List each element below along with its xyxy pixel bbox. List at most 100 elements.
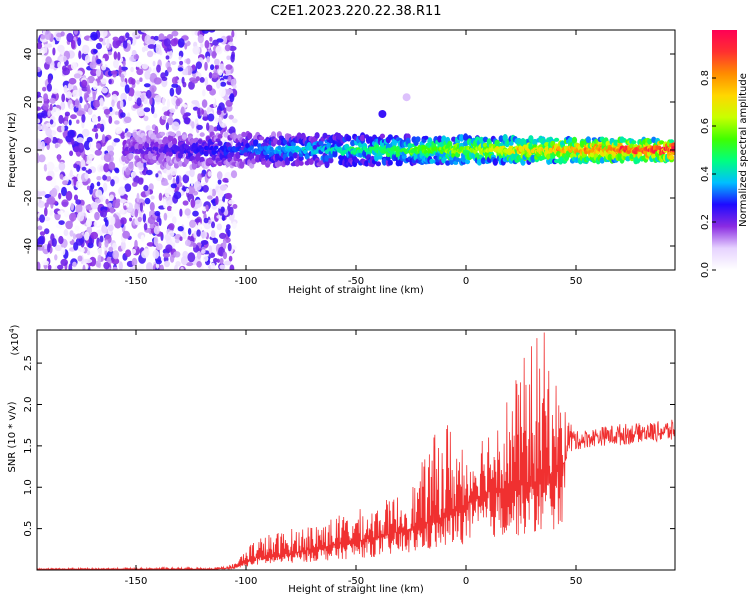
heatmap-cell xyxy=(173,191,182,200)
heatmap-cell xyxy=(140,234,145,243)
heatmap-x-tick-label: -100 xyxy=(235,276,258,287)
heatmap-cell xyxy=(47,243,51,253)
heatmap-cell xyxy=(219,232,227,239)
heatmap-cell xyxy=(476,158,482,166)
heatmap-cell xyxy=(124,183,132,192)
heatmap-cell xyxy=(205,204,209,210)
heatmap-cell xyxy=(144,197,151,205)
heatmap-cell xyxy=(88,141,93,149)
heatmap-cell xyxy=(110,179,115,187)
heatmap-cell xyxy=(60,101,66,111)
snr-y-tick-label: 1.0 xyxy=(23,479,34,495)
heatmap-cell xyxy=(114,168,120,174)
heatmap-cell xyxy=(78,50,82,60)
heatmap-cell xyxy=(94,149,103,156)
heatmap-cell xyxy=(230,170,238,179)
heatmap-cell xyxy=(101,209,107,218)
heatmap-y-tick-label: -20 xyxy=(23,190,34,206)
heatmap-cell xyxy=(159,264,164,270)
heatmap-cell xyxy=(61,199,69,208)
colorbar-tick-label: 0.8 xyxy=(700,70,711,86)
heatmap-cell xyxy=(203,150,209,157)
heatmap-cell xyxy=(45,43,53,48)
heatmap-cell xyxy=(659,140,665,145)
heatmap-cell xyxy=(61,186,67,197)
heatmap-cell xyxy=(163,111,170,116)
heatmap-cell xyxy=(141,46,146,53)
heatmap-cell xyxy=(54,254,58,261)
heatmap-cell xyxy=(164,188,170,198)
heatmap-cell xyxy=(187,185,196,195)
heatmap-cell xyxy=(155,259,162,265)
heatmap-cell xyxy=(188,81,195,90)
heatmap-cell xyxy=(51,88,59,94)
heatmap-cell xyxy=(51,238,57,247)
heatmap-cell xyxy=(502,134,508,142)
heatmap-cell xyxy=(75,233,83,239)
heatmap-cell xyxy=(445,160,451,166)
heatmap-cell xyxy=(57,264,64,270)
heatmap-cell xyxy=(63,210,70,218)
heatmap-x-tick-label: -50 xyxy=(348,276,364,287)
heatmap-cell xyxy=(196,124,203,130)
heatmap-cell xyxy=(44,228,50,235)
heatmap-cell xyxy=(49,209,53,216)
heatmap-cell xyxy=(451,136,457,142)
heatmap-cell xyxy=(211,50,217,59)
heatmap-cell xyxy=(106,145,114,152)
heatmap-cell xyxy=(480,157,486,165)
heatmap-cell xyxy=(214,64,219,70)
heatmap-cell xyxy=(118,261,123,270)
heatmap-cell xyxy=(180,266,184,270)
heatmap-cell xyxy=(222,240,227,249)
heatmap-cell xyxy=(162,115,167,121)
heatmap-cell xyxy=(146,262,153,270)
heatmap-cell xyxy=(147,44,156,49)
heatmap-cell xyxy=(138,264,143,270)
heatmap-cell xyxy=(621,137,627,143)
heatmap-cell xyxy=(47,110,51,117)
heatmap-cell xyxy=(225,192,233,200)
heatmap-cell xyxy=(195,61,202,70)
heatmap-cell xyxy=(182,200,189,206)
heatmap-cell xyxy=(58,114,64,124)
heatmap-cell xyxy=(85,218,92,228)
heatmap-cell xyxy=(229,93,235,103)
heatmap-cell xyxy=(227,75,232,83)
heatmap-cell xyxy=(134,143,140,151)
heatmap-cell xyxy=(144,70,151,80)
heatmap-cell xyxy=(108,79,112,85)
heatmap-cell xyxy=(217,140,223,147)
heatmap-cell xyxy=(105,198,109,205)
heatmap-cell xyxy=(172,177,176,185)
heatmap-cell xyxy=(220,206,225,213)
heatmap-cell xyxy=(219,258,224,265)
heatmap-cell xyxy=(113,138,120,143)
heatmap-cell xyxy=(73,163,78,169)
heatmap-cell xyxy=(219,264,226,270)
heatmap-cell xyxy=(129,266,138,270)
heatmap-cell xyxy=(61,124,65,133)
heatmap-cell xyxy=(139,202,143,212)
heatmap-cell xyxy=(126,132,132,138)
heatmap-cell xyxy=(65,190,73,201)
heatmap-cell xyxy=(92,99,101,108)
heatmap-cell xyxy=(162,138,168,145)
heatmap-cell xyxy=(96,123,102,129)
heatmap-cell xyxy=(204,61,208,71)
heatmap-cell xyxy=(125,32,130,39)
heatmap-cell xyxy=(194,199,203,208)
heatmap-cell xyxy=(149,210,154,216)
heatmap-cell xyxy=(288,156,294,162)
heatmap-cell xyxy=(120,66,128,71)
heatmap-cell xyxy=(97,247,105,256)
heatmap-cell xyxy=(223,131,229,138)
heatmap-cell xyxy=(128,95,133,101)
heatmap-cell xyxy=(77,211,85,222)
heatmap-cell xyxy=(318,141,324,146)
heatmap-cell xyxy=(37,66,41,73)
heatmap-cell xyxy=(177,38,185,48)
heatmap-cell xyxy=(70,138,75,146)
heatmap-cell xyxy=(54,143,59,149)
heatmap-cell xyxy=(68,263,73,270)
